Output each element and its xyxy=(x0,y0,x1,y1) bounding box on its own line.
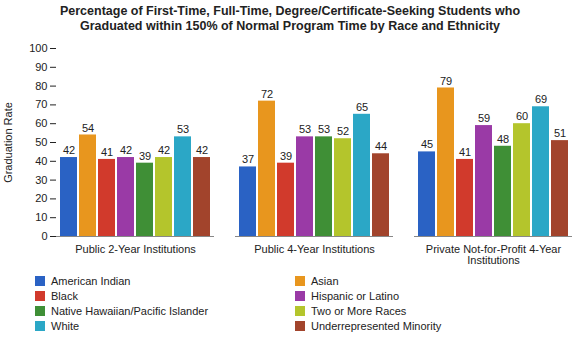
svg-text:53: 53 xyxy=(177,123,189,135)
svg-text:42: 42 xyxy=(120,144,132,156)
svg-text:Public 2-Year Institutions: Public 2-Year Institutions xyxy=(75,243,196,255)
svg-text:41: 41 xyxy=(101,146,113,158)
html-text:Underrepresented Minority: Underrepresented Minority xyxy=(311,320,442,332)
svg-text:65: 65 xyxy=(356,101,368,113)
svg-text:44: 44 xyxy=(375,140,387,152)
svg-text:Graduation Rate: Graduation Rate xyxy=(2,102,14,183)
svg-text:69: 69 xyxy=(535,93,547,105)
svg-text:60: 60 xyxy=(516,110,528,122)
svg-text:100: 100 xyxy=(29,42,47,54)
svg-text:Public 4-Year Institutions: Public 4-Year Institutions xyxy=(254,243,375,255)
svg-text:Private Not-for-Profit 4-YearI: Private Not-for-Profit 4-YearInstitution… xyxy=(426,243,562,266)
svg-text:39: 39 xyxy=(280,150,292,162)
html-text:Hispanic or Latino: Hispanic or Latino xyxy=(311,290,400,302)
svg-text:80: 80 xyxy=(35,80,47,92)
svg-text:52: 52 xyxy=(337,125,349,137)
svg-text:79: 79 xyxy=(440,75,452,87)
svg-text:50: 50 xyxy=(35,136,47,148)
html-text:Asian: Asian xyxy=(311,275,339,287)
svg-text:40: 40 xyxy=(35,155,47,167)
svg-text:45: 45 xyxy=(421,138,433,150)
svg-text:39: 39 xyxy=(139,150,151,162)
svg-text:42: 42 xyxy=(158,144,170,156)
html-text:Two or More Races: Two or More Races xyxy=(311,305,407,317)
html-text:White: White xyxy=(51,320,80,332)
svg-text:41: 41 xyxy=(459,146,471,158)
html-text:Percentage of First-Time, Full: Percentage of First-Time, Full-Time, Deg… xyxy=(60,4,520,33)
svg-text:59: 59 xyxy=(478,112,490,124)
svg-text:0: 0 xyxy=(41,230,47,242)
svg-text:10: 10 xyxy=(35,211,47,223)
svg-text:53: 53 xyxy=(318,123,330,135)
svg-text:72: 72 xyxy=(261,88,273,100)
svg-text:90: 90 xyxy=(35,61,47,73)
svg-text:37: 37 xyxy=(242,153,254,165)
svg-text:54: 54 xyxy=(82,122,94,134)
svg-text:42: 42 xyxy=(196,144,208,156)
svg-text:42: 42 xyxy=(63,144,75,156)
svg-text:60: 60 xyxy=(35,117,47,129)
html-text:Black: Black xyxy=(51,290,78,302)
html-text:Native Hawaiian/Pacific Island: Native Hawaiian/Pacific Islander xyxy=(51,305,209,317)
html-text:American Indian: American Indian xyxy=(51,275,131,287)
svg-text:30: 30 xyxy=(35,174,47,186)
svg-text:53: 53 xyxy=(299,123,311,135)
svg-text:70: 70 xyxy=(35,98,47,110)
svg-text:48: 48 xyxy=(497,133,509,145)
svg-text:20: 20 xyxy=(35,192,47,204)
svg-text:51: 51 xyxy=(554,127,566,139)
